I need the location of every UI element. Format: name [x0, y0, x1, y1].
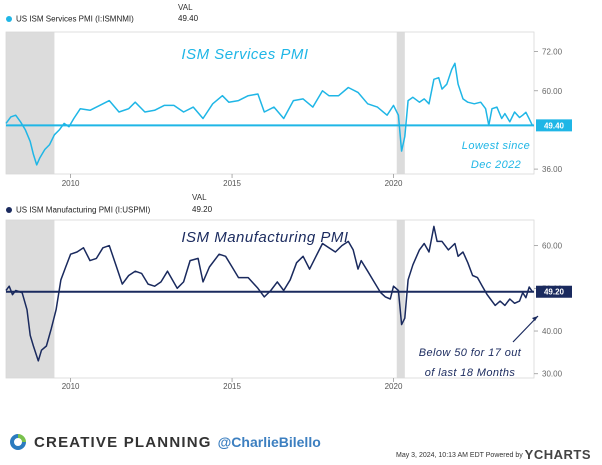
last-value-label: 49.40: [544, 121, 565, 130]
annotation-line-1: of last 18 Months: [425, 367, 516, 379]
x-tick-label-1: 2015: [223, 179, 241, 188]
recession-band-1: [396, 32, 405, 174]
creative-planning-logo-icon: [10, 434, 26, 450]
plot-frame: [5, 31, 535, 175]
brand-name: CREATIVE PLANNING: [34, 433, 212, 451]
recession-band-0: [6, 32, 55, 174]
services-legend-dot-icon: [6, 15, 12, 22]
y-tick-label-2: 36.00: [542, 165, 563, 174]
x-tick-label-0: 2010: [62, 382, 80, 391]
annotation-arrowhead-icon: [532, 316, 538, 321]
author-handle: @CharlieBilello: [217, 434, 321, 450]
annotation-line-0: Below 50 for 17 out: [419, 347, 522, 359]
x-tick-label-2: 2020: [385, 179, 403, 188]
x-tick-label-0: 2010: [62, 179, 80, 188]
y-tick-label-0: 60.00: [542, 242, 563, 251]
recession-band-0: [6, 220, 55, 378]
footer-brand: CREATIVE PLANNING @CharlieBilello: [8, 431, 321, 453]
manufacturing-val-header: VAL: [192, 193, 207, 202]
manufacturing-chart: 60.0050.0040.0030.0020102015202049.20ISM…: [5, 219, 572, 391]
manufacturing-legend: US ISM Manufacturing PMI (I:USPMI) 49.20: [6, 205, 226, 214]
x-tick-label-1: 2015: [223, 382, 241, 391]
y-tick-label-1: 60.00: [542, 87, 563, 96]
ycharts-logo: YCHARTS: [524, 447, 592, 462]
services-legend: US ISM Services PMI (I:ISMNMI) 49.40: [6, 14, 206, 23]
services-legend-label: US ISM Services PMI (I:ISMNMI): [16, 14, 134, 24]
services-val-header: VAL: [178, 3, 193, 12]
annotation-line-1: Dec 2022: [471, 159, 521, 171]
series-line: [5, 225, 534, 362]
last-value-badge: [536, 119, 572, 132]
y-tick-label-2: 40.00: [542, 327, 563, 336]
recession-band-1: [396, 220, 405, 378]
services-chart: 72.00 60.00 36.00 2010 2015 2020 49.40 ISM Serv…: [5, 31, 572, 188]
footer-attribution: May 3, 2024, 10:13 AM EDT Powered by YCH…: [396, 447, 591, 462]
x-tick-label-2: 2020: [385, 382, 403, 391]
manufacturing-legend-label: US ISM Manufacturing PMI (I:USPMI): [16, 205, 151, 215]
y-tick-label-0: 72.00: [542, 48, 563, 57]
annotation-arrow-icon: [512, 315, 539, 343]
manufacturing-legend-value: 49.20: [192, 205, 213, 214]
timestamp: May 3, 2024, 10:13 AM EDT Powered by: [396, 452, 523, 459]
annotation-line-0: Lowest since: [462, 140, 530, 152]
services-legend-value: 49.40: [178, 14, 199, 23]
last-value-badge: [536, 285, 572, 298]
manufacturing-legend-dot-icon: [6, 206, 12, 213]
last-value-label: 49.20: [544, 288, 565, 297]
chart-title: ISM Services PMI: [181, 46, 308, 63]
plot-frame: [5, 219, 535, 379]
y-tick-label-3: 30.00: [542, 370, 563, 379]
series-line: [5, 62, 534, 166]
chart-title: ISM Manufacturing PMI: [181, 229, 348, 246]
